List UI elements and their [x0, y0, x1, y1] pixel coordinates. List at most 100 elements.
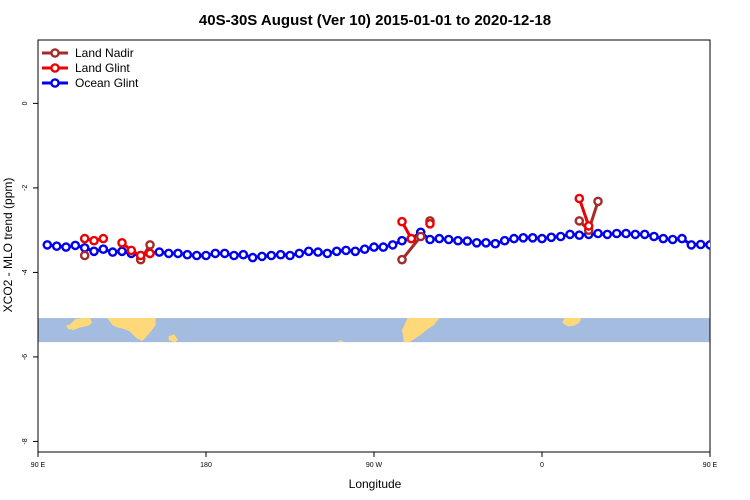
data-point-land-glint [89, 235, 99, 246]
data-point-ocean-glint [527, 232, 538, 243]
data-point-ocean-glint [98, 244, 109, 254]
map-land [402, 318, 440, 343]
data-point-ocean-glint [182, 249, 193, 260]
map-land [66, 318, 93, 331]
map-land [168, 334, 178, 343]
data-point-land-nadir [145, 240, 155, 250]
data-point-ocean-glint [210, 248, 221, 259]
data-point-ocean-glint [322, 248, 333, 259]
data-point-ocean-glint [555, 231, 566, 242]
data-point-ocean-glint [163, 248, 174, 259]
data-point-land-nadir [415, 231, 426, 242]
data-point-land-glint [574, 193, 585, 204]
series-line-land-glint [577, 198, 591, 227]
data-point-ocean-glint [574, 230, 585, 240]
data-point-land-nadir [574, 216, 585, 226]
data-point-land-glint [406, 233, 417, 244]
axes: 0 -2 -4 -6 -8 90 E 180 90 W 0 90 E [22, 39, 718, 469]
data-point-ocean-glint [397, 235, 407, 246]
data-point-ocean-glint [266, 250, 277, 261]
x-tick-label: 0 [540, 462, 544, 469]
data-point-ocean-glint [359, 244, 370, 254]
data-point-ocean-glint [350, 246, 361, 257]
data-point-ocean-glint [565, 229, 575, 240]
map-land [562, 318, 582, 327]
map-land [738, 318, 750, 330]
map-land [336, 340, 345, 343]
x-tick-label: 90 E [703, 462, 718, 469]
legend-swatch-marker [50, 63, 60, 73]
data-point-ocean-glint [173, 248, 183, 259]
data-point-ocean-glint [117, 246, 127, 257]
y-tick-label: -8 [22, 438, 29, 444]
data-point-ocean-glint [453, 235, 463, 246]
legend-swatch-marker [50, 48, 60, 58]
data-point-ocean-glint [734, 244, 741, 251]
data-point-ocean-glint [229, 250, 239, 261]
data-point-land-glint [79, 233, 90, 244]
data-point-ocean-glint [658, 233, 669, 244]
series-land-glint [79, 193, 594, 261]
y-tick-label: -6 [22, 354, 29, 360]
data-point-land-glint [397, 216, 407, 227]
data-point-ocean-glint [611, 228, 622, 239]
data-point-land-nadir [397, 254, 407, 265]
data-point-ocean-glint [621, 228, 631, 239]
data-point-ocean-glint [275, 249, 286, 260]
data-point-ocean-glint [686, 240, 697, 250]
y-tick-label: -4 [22, 269, 29, 275]
data-point-land-nadir [593, 196, 603, 207]
legend-item-ocean-glint: Ocean Glint [42, 76, 139, 90]
data-point-ocean-glint [499, 235, 510, 246]
data-point-ocean-glint [716, 241, 723, 248]
data-point-ocean-glint [42, 240, 53, 250]
y-axis-label: XCO2 - MLO trend (ppm) [1, 178, 15, 313]
data-point-ocean-glint [443, 234, 454, 245]
series-ocean-glint [42, 227, 750, 263]
data-point-ocean-glint [705, 240, 710, 250]
chart-title: 40S-30S August (Ver 10) 2015-01-01 to 20… [199, 12, 551, 29]
x-tick-label: 90 W [366, 462, 383, 469]
data-point-ocean-glint [257, 251, 267, 262]
data-point-ocean-glint [677, 233, 687, 244]
legend-swatch-marker [50, 78, 60, 88]
data-point-ocean-glint [331, 246, 342, 257]
data-point-ocean-glint [537, 233, 547, 244]
series-line-land-nadir [400, 235, 422, 261]
data-point-ocean-glint [481, 237, 491, 248]
data-point-land-glint [135, 250, 146, 261]
data-point-ocean-glint [369, 242, 379, 252]
data-point-ocean-glint [294, 248, 305, 259]
data-point-ocean-glint [89, 246, 99, 257]
data-point-ocean-glint [462, 236, 473, 246]
map-land [107, 318, 156, 341]
data-point-ocean-glint [285, 250, 295, 261]
data-point-ocean-glint [490, 238, 501, 249]
legend-label: Land Nadir [75, 46, 134, 60]
x-tick-label: 180 [200, 462, 212, 469]
data-point-land-glint [425, 218, 435, 229]
data-point-land-glint [145, 248, 155, 259]
data-point-ocean-glint [518, 232, 529, 243]
data-point-ocean-glint [79, 243, 90, 253]
data-point-ocean-glint [154, 247, 165, 257]
legend-item-land-glint: Land Glint [42, 61, 130, 75]
data-point-land-glint [117, 237, 127, 248]
data-point-ocean-glint [667, 234, 678, 245]
data-point-land-glint [583, 221, 594, 231]
data-point-ocean-glint [303, 246, 314, 257]
data-point-ocean-glint [509, 233, 519, 244]
data-point-ocean-glint [247, 252, 258, 263]
data-point-land-glint [98, 233, 109, 244]
legend-label: Ocean Glint [75, 76, 139, 90]
data-point-ocean-glint [744, 243, 750, 250]
data-point-ocean-glint [70, 240, 81, 251]
data-point-ocean-glint [630, 229, 641, 240]
data-point-land-glint [126, 245, 137, 256]
data-point-ocean-glint [238, 249, 249, 260]
data-point-ocean-glint [639, 229, 650, 240]
data-point-ocean-glint [378, 242, 389, 252]
legend-label: Land Glint [75, 61, 130, 75]
